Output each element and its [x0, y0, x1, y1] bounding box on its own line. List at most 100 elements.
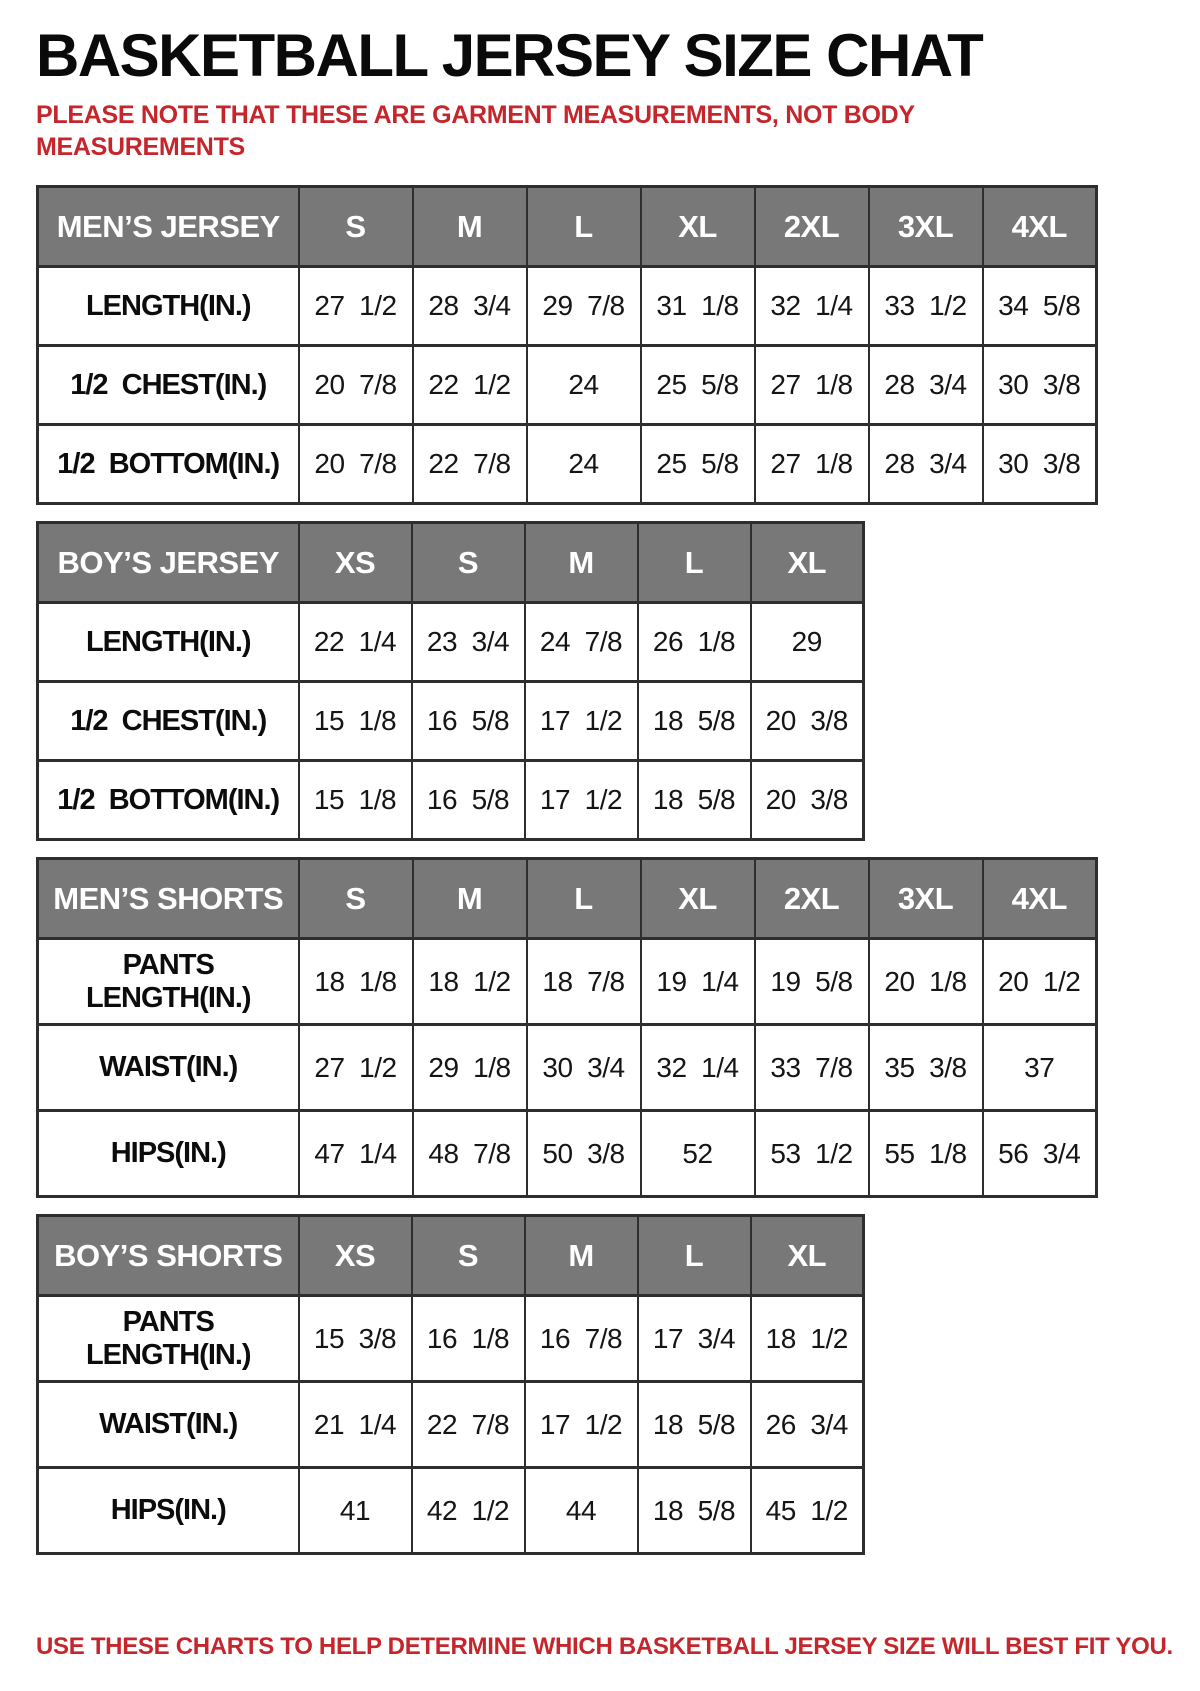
size-header-cell: S [297, 857, 414, 940]
value-cell: 52 [639, 1109, 756, 1198]
value-cell: 25 5/8 [639, 423, 756, 505]
size-header-cell: 2XL [753, 185, 870, 268]
value-cell: 45 1/2 [749, 1466, 865, 1555]
size-header-cell: XL [749, 521, 865, 604]
value-cell: 30 3/8 [981, 344, 1098, 426]
value-cell: 30 3/8 [981, 423, 1098, 505]
measurement-row: PANTS LENGTH(IN.) 18 1/8 18 1/2 18 7/8 19 1/… [36, 937, 1098, 1026]
row-label-cell: LENGTH(IN.) [36, 601, 300, 683]
size-header-cell: 4XL [981, 185, 1098, 268]
size-header-cell: L [636, 521, 752, 604]
value-cell: 26 3/4 [749, 1380, 865, 1469]
table-men-s-jersey: MEN’S JERSEY S M L XL 2XL 3XL 4XL LENGTH(IN.) 27 … [36, 185, 1098, 505]
header-row: BOY’S SHORTS XS S M L XL [36, 1214, 865, 1297]
value-cell: 20 1/2 [981, 937, 1098, 1026]
measurement-row: PANTS LENGTH(IN.) 15 3/8 16 1/8 16 7/8 17 3/… [36, 1294, 865, 1383]
measurement-row: LENGTH(IN.) 22 1/4 23 3/4 24 7/8 26 1/8 29 [36, 601, 865, 683]
value-cell: 20 7/8 [297, 344, 414, 426]
row-label-cell: WAIST(IN.) [36, 1023, 300, 1112]
measurement-row: WAIST(IN.) 21 1/4 22 7/8 17 1/2 18 5/8 26 3/4 [36, 1380, 865, 1469]
value-cell: 20 3/8 [749, 680, 865, 762]
value-cell: 55 1/8 [867, 1109, 984, 1198]
size-header-cell: S [297, 185, 414, 268]
size-header-cell: 3XL [867, 185, 984, 268]
value-cell: 44 [523, 1466, 639, 1555]
men-s-jersey-title-cell: MEN’S JERSEY [36, 185, 300, 268]
measurement-row: LENGTH(IN.) 27 1/2 28 3/4 29 7/8 31 1/8 32 1/… [36, 265, 1098, 347]
value-cell: 27 1/8 [753, 344, 870, 426]
size-header-cell: XL [639, 857, 756, 940]
value-cell: 18 7/8 [525, 937, 642, 1026]
size-header-cell: 3XL [867, 857, 984, 940]
value-cell: 16 1/8 [410, 1294, 526, 1383]
value-cell: 15 3/8 [297, 1294, 413, 1383]
value-cell: 32 1/4 [753, 265, 870, 347]
row-label-cell: WAIST(IN.) [36, 1380, 300, 1469]
size-header-cell: L [525, 857, 642, 940]
page-title: BASKETBALL JERSEY SIZE CHAT [36, 22, 984, 89]
value-cell: 15 1/8 [297, 759, 413, 841]
value-cell: 23 3/4 [410, 601, 526, 683]
size-header-cell: L [525, 185, 642, 268]
value-cell: 18 1/8 [297, 937, 414, 1026]
value-cell: 48 7/8 [411, 1109, 528, 1198]
size-header-cell: M [523, 521, 639, 604]
measurement-row: HIPS(IN.) 47 1/4 48 7/8 50 3/8 52 53 1/2 55 1/… [36, 1109, 1098, 1198]
value-cell: 47 1/4 [297, 1109, 414, 1198]
value-cell: 17 1/2 [523, 1380, 639, 1469]
header-row: BOY’S JERSEY XS S M L XL [36, 521, 865, 604]
value-cell: 26 1/8 [636, 601, 752, 683]
size-header-cell: S [410, 521, 526, 604]
value-cell: 37 [981, 1023, 1098, 1112]
value-cell: 28 3/4 [411, 265, 528, 347]
value-cell: 41 [297, 1466, 413, 1555]
value-cell: 27 1/8 [753, 423, 870, 505]
value-cell: 19 5/8 [753, 937, 870, 1026]
value-cell: 17 1/2 [523, 680, 639, 762]
value-cell: 24 [525, 423, 642, 505]
boy-s-shorts-title-cell: BOY’S SHORTS [36, 1214, 300, 1297]
size-header-cell: XS [297, 1214, 413, 1297]
value-cell: 30 3/4 [525, 1023, 642, 1112]
measurement-row: 1/2 BOTTOM(IN.) 20 7/8 22 7/8 24 25 5/8 27 1/… [36, 423, 1098, 505]
row-label-cell: 1/2 CHEST(IN.) [36, 344, 300, 426]
value-cell: 20 3/8 [749, 759, 865, 841]
value-cell: 50 3/8 [525, 1109, 642, 1198]
row-label-cell: HIPS(IN.) [36, 1466, 300, 1555]
size-header-cell: 2XL [753, 857, 870, 940]
men-s-shorts-title-cell: MEN’S SHORTS [36, 857, 300, 940]
tables-region: MEN’S JERSEY S M L XL 2XL 3XL 4XL LENGTH(IN.) 27 … [36, 185, 1170, 1555]
value-cell: 17 3/4 [636, 1294, 752, 1383]
measurement-row: HIPS(IN.) 41 42 1/2 44 18 5/8 45 1/2 [36, 1466, 865, 1555]
value-cell: 28 3/4 [867, 344, 984, 426]
value-cell: 56 3/4 [981, 1109, 1098, 1198]
value-cell: 18 5/8 [636, 680, 752, 762]
table-men-s-shorts: MEN’S SHORTS S M L XL 2XL 3XL 4XL PANTS LENGTH(I… [36, 857, 1098, 1198]
value-cell: 21 1/4 [297, 1380, 413, 1469]
value-cell: 29 1/8 [411, 1023, 528, 1112]
size-header-cell: M [523, 1214, 639, 1297]
value-cell: 19 1/4 [639, 937, 756, 1026]
row-label-cell: HIPS(IN.) [36, 1109, 300, 1198]
measurement-row: 1/2 BOTTOM(IN.) 15 1/8 16 5/8 17 1/2 18 5/8 2… [36, 759, 865, 841]
size-header-cell: XL [639, 185, 756, 268]
value-cell: 33 7/8 [753, 1023, 870, 1112]
value-cell: 16 7/8 [523, 1294, 639, 1383]
header-row: MEN’S SHORTS S M L XL 2XL 3XL 4XL [36, 857, 1098, 940]
size-header-cell: S [410, 1214, 526, 1297]
row-label-cell: 1/2 BOTTOM(IN.) [36, 423, 300, 505]
value-cell: 18 1/2 [411, 937, 528, 1026]
value-cell: 18 5/8 [636, 759, 752, 841]
value-cell: 17 1/2 [523, 759, 639, 841]
size-header-cell: M [411, 185, 528, 268]
value-cell: 20 1/8 [867, 937, 984, 1026]
header-row: MEN’S JERSEY S M L XL 2XL 3XL 4XL [36, 185, 1098, 268]
value-cell: 22 7/8 [411, 423, 528, 505]
measurement-row: WAIST(IN.) 27 1/2 29 1/8 30 3/4 32 1/4 33 7/8… [36, 1023, 1098, 1112]
size-header-cell: XS [297, 521, 413, 604]
boy-s-jersey-title-cell: BOY’S JERSEY [36, 521, 300, 604]
value-cell: 32 1/4 [639, 1023, 756, 1112]
measurement-row: 1/2 CHEST(IN.) 20 7/8 22 1/2 24 25 5/8 27 1/8… [36, 344, 1098, 426]
table-boy-s-shorts: BOY’S SHORTS XS S M L XL PANTS LENGTH(IN.) 15 3… [36, 1214, 865, 1555]
